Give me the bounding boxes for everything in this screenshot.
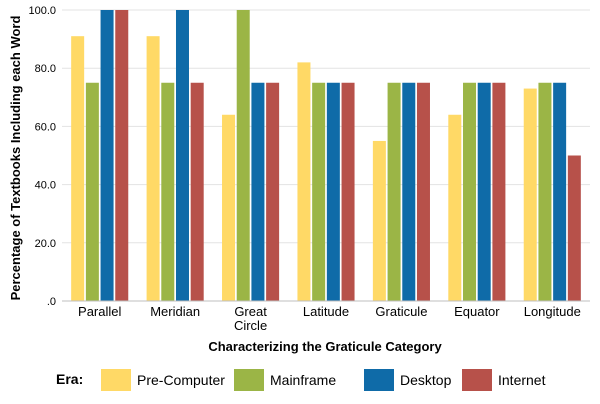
x-axis-title: Characterizing the Graticule Category: [208, 339, 442, 354]
bar-pre-computer: [297, 62, 311, 301]
bar-internet: [567, 155, 581, 301]
bar-internet: [115, 10, 129, 301]
bar-mainframe: [538, 82, 552, 301]
y-tick-label: 40.0: [35, 180, 56, 192]
bar-pre-computer: [523, 88, 537, 301]
y-tick-label: 100.0: [28, 5, 56, 17]
bar-pre-computer: [146, 36, 160, 301]
bar-internet: [190, 82, 204, 301]
bar-desktop: [477, 82, 491, 301]
legend-swatch: [364, 369, 394, 391]
y-tick-labels: .0 20.0 40.0 60.0 80.0 100.0: [28, 5, 56, 308]
bar-pre-computer: [71, 36, 85, 301]
legend-swatch: [234, 369, 264, 391]
legend-label: Mainframe: [270, 372, 336, 388]
bar-desktop: [326, 82, 340, 301]
y-tick-label: 20.0: [35, 238, 56, 250]
legend-label: Pre-Computer: [137, 372, 225, 388]
bar-desktop: [251, 82, 265, 301]
legend-label: Internet: [498, 372, 546, 388]
y-tick-label: 60.0: [35, 121, 56, 133]
bar-mainframe: [236, 10, 250, 301]
legend-swatch: [462, 369, 492, 391]
bar-internet: [492, 82, 506, 301]
x-category-label: Parallel: [78, 304, 121, 319]
bar-pre-computer: [448, 114, 462, 301]
bars: [71, 10, 581, 301]
legend-label: Desktop: [400, 372, 452, 388]
grid-lines: [62, 9, 590, 244]
x-category-labels: Parallel Meridian Great Circle Latitude Grati…: [78, 304, 581, 333]
bar-mainframe: [463, 82, 477, 301]
bar-pre-computer: [222, 114, 236, 301]
bar-internet: [266, 82, 280, 301]
bar-internet: [341, 82, 355, 301]
bar-desktop: [175, 10, 189, 301]
bar-internet: [416, 82, 430, 301]
y-axis-title: Percentage of Textbooks Including each W…: [8, 16, 23, 301]
bar-mainframe: [387, 82, 401, 301]
x-category-label: Great Circle: [234, 304, 267, 333]
legend: Era: Pre-Computer Mainframe Desktop Interne…: [56, 369, 546, 391]
x-category-label: Meridian: [150, 304, 200, 319]
x-category-label: Latitude: [303, 304, 349, 319]
bar-desktop: [553, 82, 567, 301]
x-category-label: Graticule: [375, 304, 427, 319]
bar-mainframe: [312, 82, 326, 301]
legend-swatch: [101, 369, 131, 391]
x-category-label: Longitude: [524, 304, 581, 319]
bar-desktop: [100, 10, 114, 301]
bar-desktop: [402, 82, 416, 301]
bar-pre-computer: [372, 140, 386, 301]
bar-mainframe: [85, 82, 99, 301]
y-tick-label: .0: [47, 296, 56, 308]
x-category-label: Equator: [454, 304, 500, 319]
bar-mainframe: [161, 82, 175, 301]
y-tick-label: 80.0: [35, 63, 56, 75]
legend-title: Era:: [56, 371, 83, 387]
